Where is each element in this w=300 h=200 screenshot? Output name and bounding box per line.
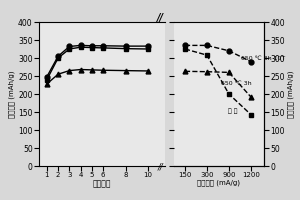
Y-axis label: 放电容量 (mAh/g): 放电容量 (mAh/g) — [9, 70, 15, 118]
Text: //: // — [158, 162, 164, 171]
X-axis label: 循环次数: 循环次数 — [93, 180, 111, 189]
Y-axis label: 放电容量 (mAh/g): 放电容量 (mAh/g) — [288, 70, 294, 118]
Text: 待 志: 待 志 — [228, 108, 237, 114]
Text: 650 ℃ 3h 10T: 650 ℃ 3h 10T — [241, 55, 285, 60]
Text: 650 ℃ 3h: 650 ℃ 3h — [221, 81, 252, 86]
X-axis label: 放电电流 (mA/g): 放电电流 (mA/g) — [197, 180, 241, 186]
Text: //: // — [157, 13, 164, 23]
